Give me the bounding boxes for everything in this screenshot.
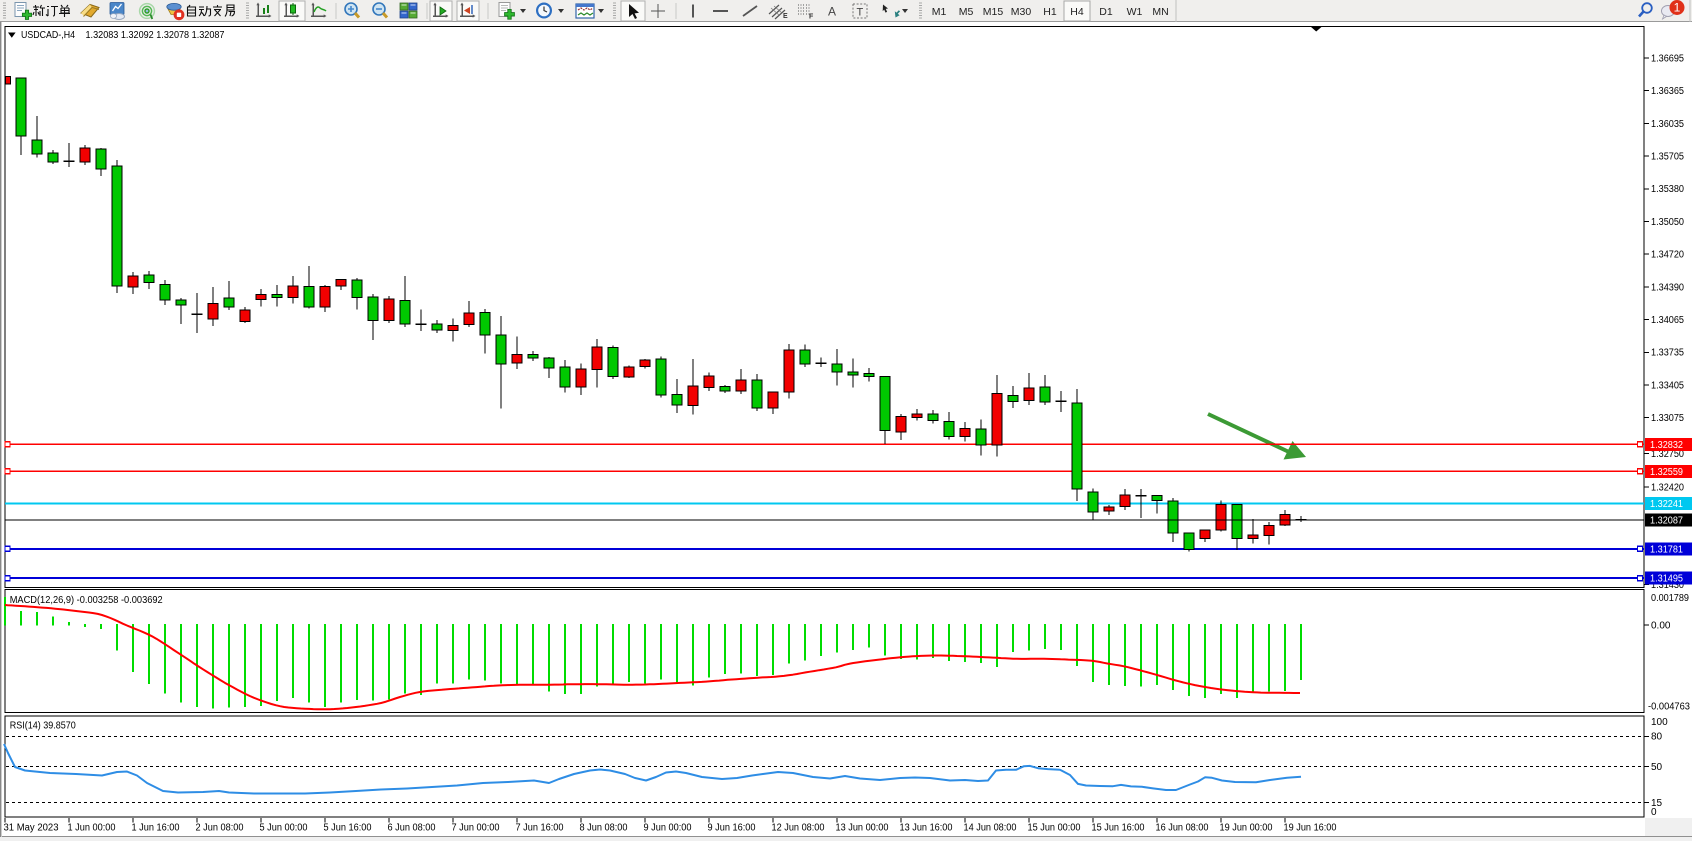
svg-text:D1: D1 bbox=[1099, 6, 1113, 18]
svg-text:80: 80 bbox=[1651, 732, 1663, 743]
svg-text:1.36035: 1.36035 bbox=[1651, 119, 1684, 130]
svg-text:0.00: 0.00 bbox=[1651, 620, 1671, 631]
svg-text:19 Jun 16:00: 19 Jun 16:00 bbox=[1284, 823, 1337, 834]
svg-text:T: T bbox=[857, 7, 864, 19]
svg-text:1.36365: 1.36365 bbox=[1651, 86, 1684, 97]
svg-text:1.33405: 1.33405 bbox=[1651, 380, 1684, 391]
svg-text:M30: M30 bbox=[1011, 6, 1032, 18]
svg-text:M15: M15 bbox=[983, 6, 1004, 18]
svg-text:1.35050: 1.35050 bbox=[1651, 217, 1684, 228]
svg-text:14 Jun 08:00: 14 Jun 08:00 bbox=[964, 823, 1017, 834]
svg-text:A: A bbox=[828, 5, 836, 19]
svg-text:0: 0 bbox=[1651, 807, 1657, 818]
svg-text:1.33735: 1.33735 bbox=[1651, 348, 1684, 359]
svg-text:1.32750: 1.32750 bbox=[1651, 449, 1684, 460]
svg-text:1.34065: 1.34065 bbox=[1651, 315, 1684, 326]
svg-text:7 Jun 16:00: 7 Jun 16:00 bbox=[516, 823, 564, 834]
svg-text:5 Jun 16:00: 5 Jun 16:00 bbox=[324, 823, 372, 834]
svg-text:1.35380: 1.35380 bbox=[1651, 184, 1684, 195]
svg-text:W1: W1 bbox=[1127, 6, 1143, 18]
svg-text:31 May 2023: 31 May 2023 bbox=[4, 823, 59, 834]
svg-text:1 Jun 00:00: 1 Jun 00:00 bbox=[68, 823, 116, 834]
svg-text:1.31781: 1.31781 bbox=[1650, 544, 1683, 555]
svg-text:M5: M5 bbox=[959, 6, 974, 18]
svg-text:F: F bbox=[809, 14, 814, 21]
svg-text:E: E bbox=[783, 13, 788, 20]
svg-text:5 Jun 00:00: 5 Jun 00:00 bbox=[260, 823, 308, 834]
svg-text:13 Jun 00:00: 13 Jun 00:00 bbox=[836, 823, 889, 834]
svg-text:1.32083 1.32092 1.32078 1.3208: 1.32083 1.32092 1.32078 1.32087 bbox=[86, 30, 225, 41]
svg-text:MACD(12,26,9) -0.003258 -0.003: MACD(12,26,9) -0.003258 -0.003692 bbox=[10, 594, 163, 606]
svg-text:0.001789: 0.001789 bbox=[1651, 593, 1689, 604]
svg-text:1.34390: 1.34390 bbox=[1651, 282, 1684, 293]
svg-text:1.32559: 1.32559 bbox=[1650, 467, 1683, 478]
svg-text:100: 100 bbox=[1651, 717, 1668, 728]
svg-text:H1: H1 bbox=[1043, 6, 1057, 18]
svg-text:USDCAD-,H4: USDCAD-,H4 bbox=[21, 29, 75, 41]
svg-text:MN: MN bbox=[1152, 6, 1168, 18]
svg-text:15 Jun 16:00: 15 Jun 16:00 bbox=[1092, 823, 1145, 834]
svg-text:M1: M1 bbox=[932, 6, 947, 18]
svg-text:1 Jun 16:00: 1 Jun 16:00 bbox=[132, 823, 180, 834]
svg-text:6 Jun 08:00: 6 Jun 08:00 bbox=[388, 823, 436, 834]
svg-text:-0.004763: -0.004763 bbox=[1648, 701, 1690, 712]
svg-text:1.32832: 1.32832 bbox=[1650, 440, 1683, 451]
svg-text:1.36695: 1.36695 bbox=[1651, 53, 1684, 64]
svg-text:1.32087: 1.32087 bbox=[1650, 516, 1683, 527]
svg-text:7 Jun 00:00: 7 Jun 00:00 bbox=[452, 823, 500, 834]
svg-text:8 Jun 08:00: 8 Jun 08:00 bbox=[580, 823, 628, 834]
svg-text:9 Jun 00:00: 9 Jun 00:00 bbox=[644, 823, 692, 834]
svg-text:H4: H4 bbox=[1070, 6, 1084, 18]
svg-text:19 Jun 00:00: 19 Jun 00:00 bbox=[1220, 823, 1273, 834]
svg-text:9 Jun 16:00: 9 Jun 16:00 bbox=[708, 823, 756, 834]
svg-text:1.35705: 1.35705 bbox=[1651, 152, 1684, 163]
svg-text:15 Jun 00:00: 15 Jun 00:00 bbox=[1028, 823, 1081, 834]
svg-text:12 Jun 08:00: 12 Jun 08:00 bbox=[772, 823, 825, 834]
svg-text:16 Jun 08:00: 16 Jun 08:00 bbox=[1156, 823, 1209, 834]
svg-text:1.32420: 1.32420 bbox=[1651, 483, 1684, 494]
svg-text:1.32241: 1.32241 bbox=[1650, 499, 1683, 510]
svg-text:1.31430: 1.31430 bbox=[1651, 580, 1684, 591]
svg-text:1: 1 bbox=[1674, 1, 1681, 15]
svg-text:1.31495: 1.31495 bbox=[1650, 574, 1683, 585]
svg-text:1.33075: 1.33075 bbox=[1651, 413, 1684, 424]
svg-text:15: 15 bbox=[1651, 798, 1663, 809]
svg-text:1.34720: 1.34720 bbox=[1651, 250, 1684, 261]
svg-text:2 Jun 08:00: 2 Jun 08:00 bbox=[196, 823, 244, 834]
svg-text:13 Jun 16:00: 13 Jun 16:00 bbox=[900, 823, 953, 834]
svg-text:RSI(14) 39.8570: RSI(14) 39.8570 bbox=[10, 720, 76, 732]
svg-text:50: 50 bbox=[1651, 762, 1663, 773]
